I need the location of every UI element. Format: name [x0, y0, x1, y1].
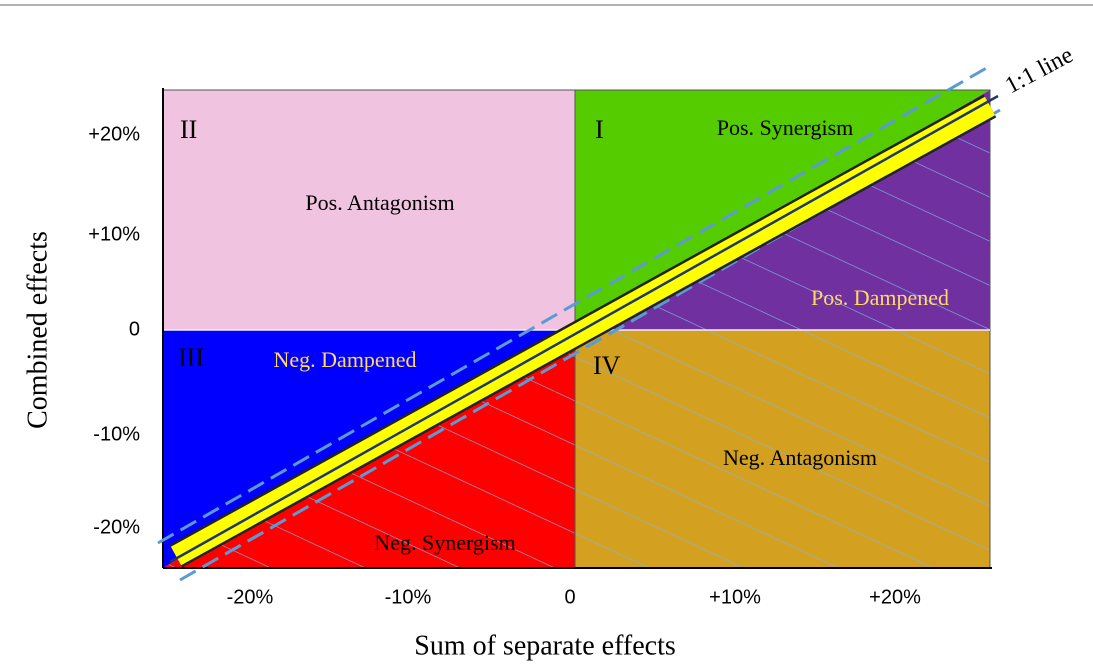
region-label: Pos. Antagonism [305, 190, 454, 215]
numeral: IV [593, 351, 621, 380]
y-tick-label: +10% [88, 223, 140, 245]
region-label: Neg. Synergism [374, 530, 515, 555]
region-label: Neg. Antagonism [723, 445, 877, 470]
x-tick-label: +10% [709, 586, 761, 608]
line-label: 1:1 line [1001, 42, 1077, 99]
one-to-one-line [169, 94, 999, 564]
numeral: II [180, 115, 197, 144]
x-tick-label: 0 [564, 586, 575, 608]
x-axis-title: Sum of separate effects [414, 630, 676, 661]
y-tick-label: -10% [93, 423, 140, 445]
upper-dashed [157, 64, 991, 545]
region-label: Pos. Synergism [717, 115, 854, 140]
y-tick-label: 0 [129, 318, 140, 340]
y-tick-label: -20% [93, 516, 140, 538]
x-tick-label: -20% [227, 586, 274, 608]
hatch [575, 330, 990, 568]
x-tick-label: +20% [869, 586, 921, 608]
numeral: III [178, 343, 204, 372]
region-label: Pos. Dampened [811, 285, 949, 310]
y-tick-label: +20% [88, 123, 140, 145]
x-tick-label: -10% [385, 586, 432, 608]
numeral: I [595, 115, 604, 144]
region-label: Neg. Dampened [274, 347, 417, 372]
y-axis-title: Combined effects [22, 231, 53, 429]
